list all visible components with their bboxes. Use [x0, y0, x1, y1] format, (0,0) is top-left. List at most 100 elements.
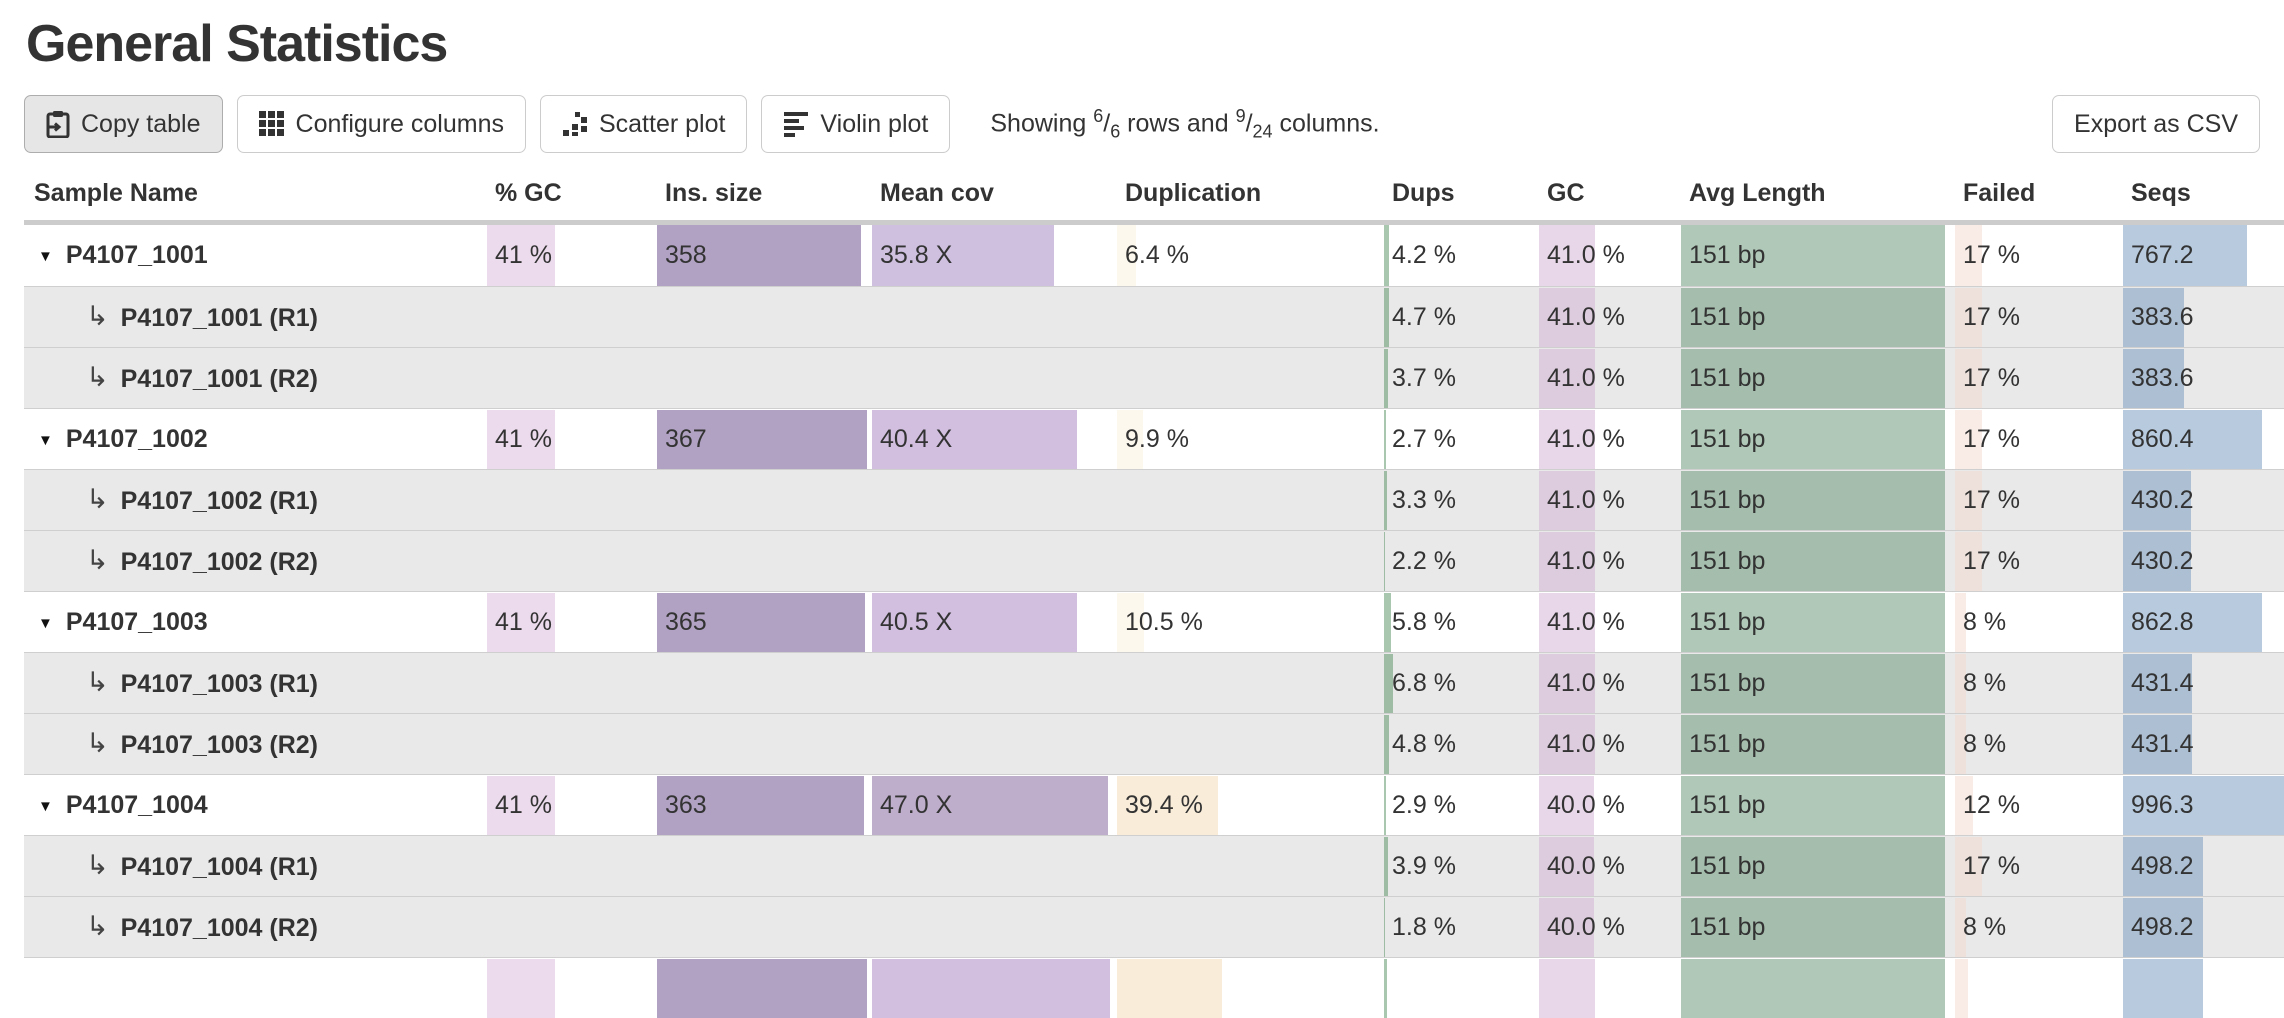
data-cell: 996.3 [2121, 774, 2284, 836]
value-bar [487, 225, 555, 287]
column-header-seqs[interactable]: Seqs [2121, 171, 2284, 226]
data-cell: 40.0 % [1537, 774, 1679, 836]
column-header-ins-size[interactable]: Ins. size [655, 171, 870, 226]
value-bar [1384, 288, 1390, 348]
sample-name: P4107_1002 (R2) [120, 548, 318, 577]
data-cell: 17 % [1953, 835, 2121, 897]
column-header-failed[interactable]: Failed [1953, 171, 2121, 226]
cell-value: 151 bp [1689, 851, 1766, 880]
showing-summary: Showing 6/6 rows and 9/24 columns. [990, 106, 1380, 142]
data-cell [655, 652, 870, 713]
scatter-plot-button[interactable]: Scatter plot [539, 95, 748, 154]
cell-value: 12 % [1963, 790, 2020, 819]
data-cell [870, 347, 1115, 408]
export-csv-button[interactable]: Export as CSV [2052, 95, 2260, 154]
configure-columns-button[interactable]: Configure columns [236, 95, 526, 154]
showing-prefix: Showing [990, 109, 1087, 138]
data-cell: 430.2 [2121, 530, 2284, 592]
value-bar [872, 776, 1108, 836]
violin-plot-button[interactable]: Violin plot [761, 95, 951, 154]
data-cell [1115, 835, 1382, 896]
cell-value: 767.2 [2131, 241, 2194, 270]
value-bar [487, 776, 555, 836]
sample-name: P4107_1004 (R2) [120, 914, 318, 943]
column-header-mean-cov[interactable]: Mean cov [870, 171, 1115, 226]
cell-value: 6.4 % [1125, 241, 1189, 270]
grid-icon [258, 111, 285, 137]
data-cell: 8 % [1953, 591, 2121, 653]
data-cell: 365 [655, 591, 870, 653]
sample-name-cell: ↳ P4107_1004 (R1) [24, 835, 485, 896]
cell-value: 151 bp [1689, 241, 1766, 270]
cell-value: 383.6 [2131, 302, 2194, 331]
cell-value: 41.0 % [1547, 241, 1625, 270]
cell-value: 151 bp [1689, 912, 1766, 941]
value-bar [2123, 959, 2203, 1018]
value-bar [1681, 471, 1945, 531]
column-header-sample-name[interactable]: Sample Name [24, 171, 485, 226]
cell-value: 4.2 % [1392, 241, 1456, 270]
sample-name-cell: ▼ P4107_1001 [24, 225, 485, 286]
cell-value: 5.8 % [1392, 607, 1456, 636]
value-bar [657, 410, 867, 470]
cell-value: 151 bp [1689, 363, 1766, 392]
data-cell: 12 % [1953, 774, 2121, 836]
data-cell [485, 652, 655, 713]
cell-value: 40.0 % [1547, 912, 1625, 941]
cell-value: 151 bp [1689, 424, 1766, 453]
cell-value: 151 bp [1689, 546, 1766, 575]
cell-value: 151 bp [1689, 790, 1766, 819]
column-header-gc[interactable]: GC [1537, 171, 1679, 226]
value-bar [872, 959, 1111, 1018]
data-cell: 6.8 % [1382, 652, 1537, 714]
value-bar [2123, 410, 2262, 470]
sample-name: P4107_1001 (R1) [120, 304, 318, 333]
copy-table-button[interactable]: Copy table [24, 95, 223, 154]
cell-value: 17 % [1963, 302, 2020, 331]
data-cell: 430.2 [2121, 469, 2284, 531]
column-header-duplication[interactable]: Duplication [1115, 171, 1382, 226]
data-cell: 47.0 X [870, 774, 1115, 836]
cell-value: 430.2 [2131, 485, 2194, 514]
cell-value: 9.9 % [1125, 424, 1189, 453]
data-cell [870, 469, 1115, 530]
showing-mid: rows and [1127, 109, 1229, 138]
table-row: ▼ P4107_1004 41 % 363 47.0 X 39.4 % 2.9 % 40.0 … [24, 774, 2284, 836]
column-header-avg-length[interactable]: Avg Length [1679, 171, 1953, 226]
data-cell [485, 286, 655, 347]
sample-name: P4107_1004 [65, 790, 208, 819]
data-cell: 431.4 [2121, 713, 2284, 775]
column-header-gc[interactable]: % GC [485, 171, 655, 226]
data-cell [655, 347, 870, 408]
column-header-dups[interactable]: Dups [1382, 171, 1537, 226]
rows-total: 6 [1110, 121, 1121, 142]
value-bar [1384, 776, 1387, 836]
sample-name-cell: ▼ P4107_1002 [24, 408, 485, 469]
value-bar [1117, 410, 1144, 470]
data-cell: 17 % [1953, 347, 2121, 409]
subrow-arrow-icon: ↳ [86, 301, 109, 332]
data-cell [655, 835, 870, 896]
collapse-caret-icon[interactable]: ▼ [38, 431, 53, 449]
cell-value: 41.0 % [1547, 546, 1625, 575]
sample-name: P4107_1001 [65, 241, 208, 270]
collapse-caret-icon[interactable]: ▼ [38, 248, 53, 266]
cell-value: 2.9 % [1392, 790, 1456, 819]
value-bar [2123, 471, 2192, 531]
sample-name-cell: ▼ P4107_1003 [24, 591, 485, 652]
sample-name: P4107_1003 [65, 607, 208, 636]
value-bar [1117, 225, 1137, 287]
data-cell: 41 % [485, 225, 655, 287]
cell-value: 10.5 % [1125, 607, 1203, 636]
data-cell [485, 713, 655, 774]
subrow-arrow-icon: ↳ [86, 911, 109, 942]
data-cell: 40.5 X [870, 591, 1115, 653]
table-row: ↳ P4107_1002 (R1) 3.3 % 41.0 % 151 bp 17 % 430… [24, 469, 2284, 531]
collapse-caret-icon[interactable]: ▼ [38, 797, 53, 815]
data-cell: 41 % [485, 774, 655, 836]
collapse-caret-icon[interactable]: ▼ [38, 614, 53, 632]
data-cell: 6.4 % [1115, 225, 1382, 287]
value-bar [1384, 225, 1389, 287]
value-bar [1955, 471, 1982, 531]
cell-value: 41 % [495, 424, 552, 453]
